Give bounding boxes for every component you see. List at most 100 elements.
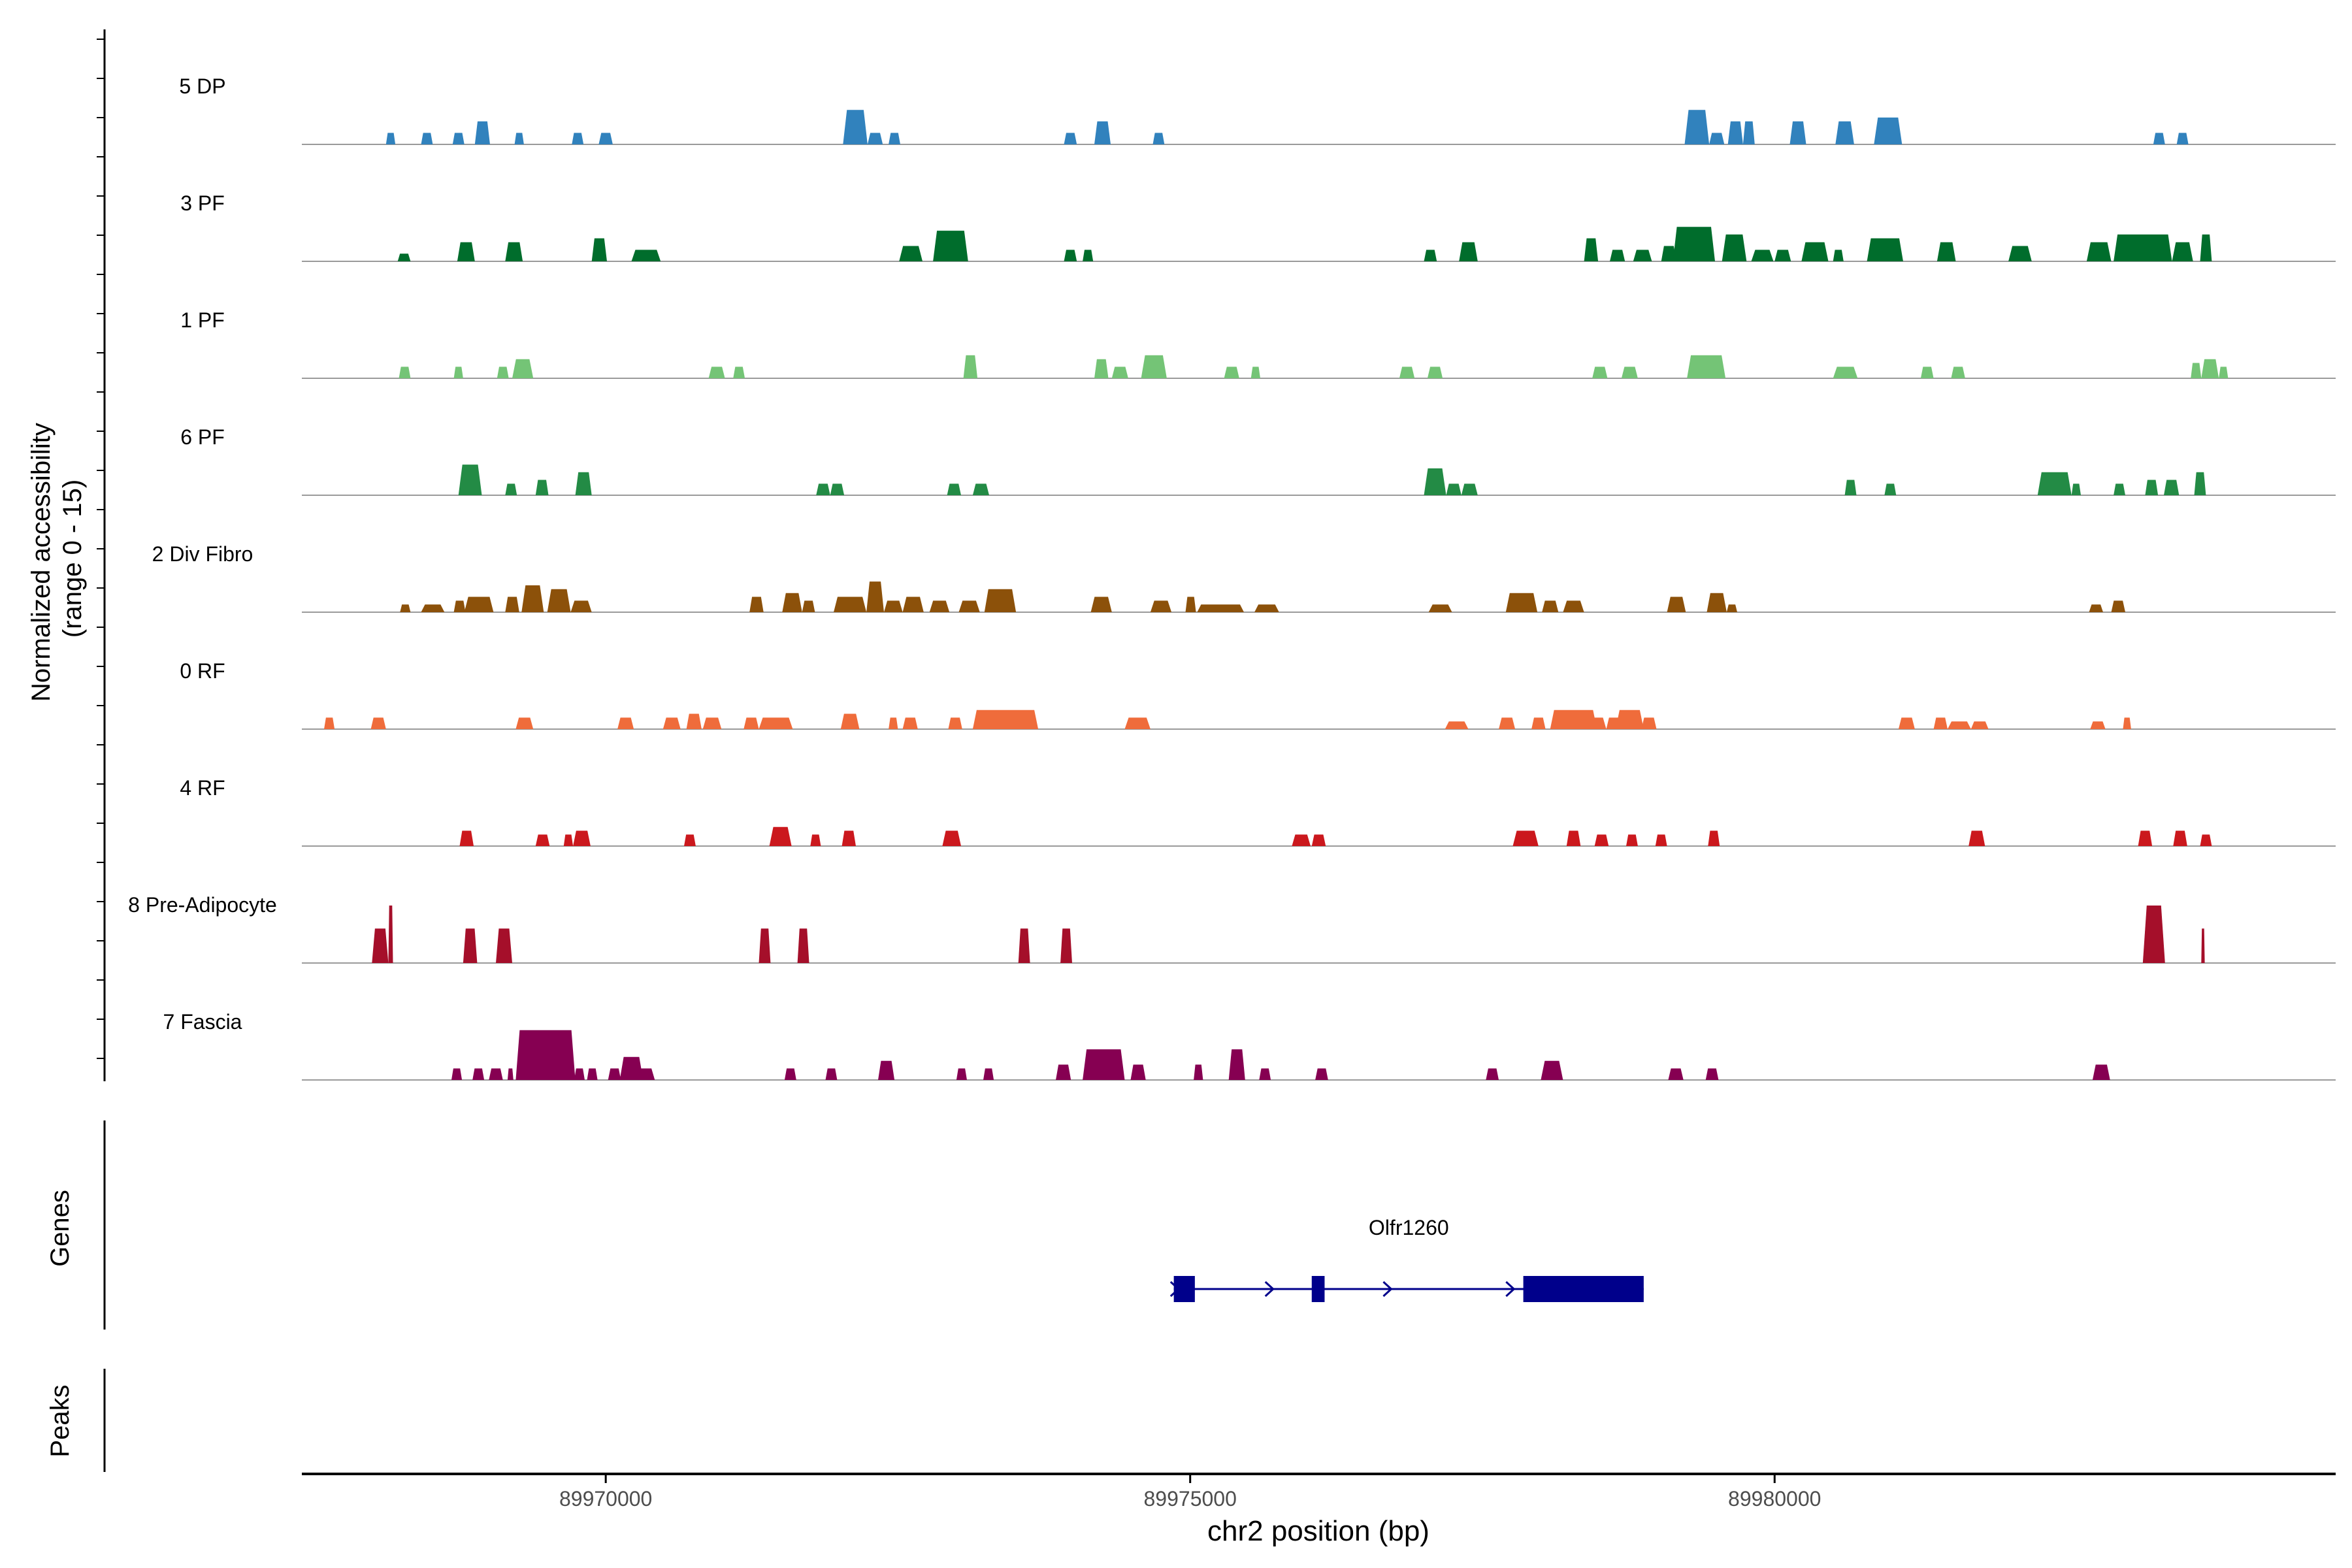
coverage-peak xyxy=(2194,472,2206,495)
coverage-peak xyxy=(570,600,592,612)
coverage-peak xyxy=(662,717,681,729)
gene-strand-arrow xyxy=(1382,1281,1393,1298)
coverage-peak xyxy=(464,596,494,612)
track-4: 6 PF xyxy=(180,425,2336,496)
track-2: 3 PF xyxy=(180,191,2336,262)
coverage-peak xyxy=(1708,830,1720,846)
track-label: 8 Pre-Adipocyte xyxy=(128,893,277,917)
coverage-peak xyxy=(948,717,962,729)
coverage-peak xyxy=(867,133,883,144)
coverage-peak xyxy=(1550,710,1597,729)
coverage-peak xyxy=(802,600,815,612)
coverage-peak xyxy=(619,1056,644,1080)
coverage-peak xyxy=(2145,480,2159,495)
coverage-peak xyxy=(759,717,793,729)
coverage-peak xyxy=(385,133,396,144)
coverage-peak xyxy=(535,834,550,846)
coverage-peak xyxy=(453,367,463,378)
coverage-peak xyxy=(1668,1068,1684,1080)
coverage-peak xyxy=(956,1068,967,1080)
coverage-peak xyxy=(631,250,661,261)
coverage-peak xyxy=(1722,234,1747,261)
coverage-peak xyxy=(421,133,433,144)
coverage-peak xyxy=(784,1068,796,1080)
coverage-peak xyxy=(743,717,759,729)
left-axes xyxy=(97,29,106,1472)
coverage-peak xyxy=(2173,830,2187,846)
coverage-peak xyxy=(497,367,509,378)
coverage-peak xyxy=(1531,717,1546,729)
coverage-peak xyxy=(899,246,923,261)
coverage-peak xyxy=(1315,1068,1328,1080)
coverage-peak xyxy=(1626,834,1638,846)
coverage-peak xyxy=(1592,367,1608,378)
coverage-peak xyxy=(1844,480,1857,495)
coverage-peak xyxy=(1867,238,1903,261)
coverage-peak xyxy=(686,713,702,729)
coverage-peak xyxy=(2071,483,2081,495)
coverage-peak xyxy=(958,600,980,612)
track-label: 6 PF xyxy=(180,425,225,449)
coverage-peak xyxy=(902,596,924,612)
coverage-peak xyxy=(370,717,386,729)
coverage-peak xyxy=(1687,355,1726,378)
coverage-peak xyxy=(1641,717,1657,729)
track-label: 3 PF xyxy=(180,191,225,215)
coverage-peak xyxy=(1936,242,1956,261)
genes-panel-title: Genes xyxy=(46,1190,74,1267)
coverage-peak xyxy=(1655,834,1667,846)
coverage-peak xyxy=(514,133,524,144)
track-label: 0 RF xyxy=(180,659,225,683)
gene-strand-arrow xyxy=(1505,1281,1516,1298)
coverage-peak xyxy=(1424,250,1437,261)
coverage-peak xyxy=(399,367,411,378)
coverage-peak xyxy=(574,1068,585,1080)
coverage-peak xyxy=(942,830,961,846)
coverage-peak xyxy=(521,585,544,612)
coverage-peak xyxy=(1060,928,1072,963)
coverage-peak xyxy=(1254,604,1279,612)
coverage-peak xyxy=(684,834,696,846)
y-axis-title-line2: (range 0 - 15) xyxy=(58,480,87,638)
coverage-peak xyxy=(702,717,722,729)
coverage-peak xyxy=(1898,717,1915,729)
coverage-peak xyxy=(505,483,517,495)
track-label: 4 RF xyxy=(180,776,225,800)
coverage-peak xyxy=(547,589,571,612)
x-tick-label: 89975000 xyxy=(1144,1487,1237,1511)
coverage-peak xyxy=(902,717,918,729)
coverage-peak xyxy=(458,465,482,495)
track-8: 8 Pre-Adipocyte xyxy=(128,893,2336,964)
coverage-peak xyxy=(1801,242,1829,261)
coverage-peak xyxy=(1459,242,1478,261)
coverage-peak xyxy=(2176,133,2189,144)
x-tick-label: 89970000 xyxy=(559,1487,652,1511)
coverage-peak xyxy=(825,1068,838,1080)
coverage-peak xyxy=(759,928,771,963)
coverage-peak xyxy=(505,242,523,261)
coverage-peak xyxy=(1124,717,1151,729)
coverage-peak xyxy=(388,906,393,963)
coverage-peak xyxy=(1094,121,1111,144)
coverage-peak xyxy=(1141,355,1167,378)
coverage-peak xyxy=(983,1068,994,1080)
coverage-peak xyxy=(563,834,574,846)
track-1: 5 DP xyxy=(179,74,2336,145)
x-tick-label: 89980000 xyxy=(1728,1487,1821,1511)
track-7: 4 RF xyxy=(180,776,2336,847)
coverage-peak xyxy=(1933,717,1948,729)
coverage-peak xyxy=(1185,596,1196,612)
coverage-peak xyxy=(507,1068,514,1080)
coverage-peak xyxy=(797,928,809,963)
coverage-peak xyxy=(1774,250,1791,261)
coverage-peak xyxy=(1594,834,1609,846)
coverage-peak xyxy=(1056,1064,1071,1080)
coverage-peak xyxy=(1090,596,1112,612)
coverage-peak xyxy=(1197,604,1244,612)
coverage-peak xyxy=(459,830,474,846)
coverage-peak xyxy=(749,596,764,612)
coverage-peak xyxy=(572,133,584,144)
coverage-peak xyxy=(2200,834,2212,846)
coverage-peak xyxy=(1428,604,1452,612)
coverage-peak xyxy=(2090,721,2106,729)
